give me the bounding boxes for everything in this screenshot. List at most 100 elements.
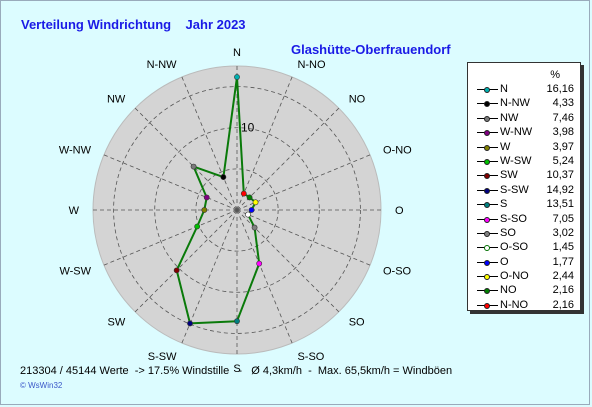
direction-label: N bbox=[233, 47, 241, 59]
grid-spoke bbox=[236, 76, 293, 211]
data-point bbox=[256, 260, 263, 267]
legend-label: O-NO bbox=[500, 270, 529, 283]
direction-label: S bbox=[233, 363, 240, 375]
legend-swatch bbox=[477, 259, 498, 266]
legend-label: S bbox=[500, 198, 508, 211]
legend-label: SO bbox=[500, 226, 516, 239]
software-credit: © WsWin32 bbox=[20, 381, 63, 390]
legend-label: N bbox=[500, 83, 508, 95]
grid-ring bbox=[195, 168, 279, 252]
direction-label: NW bbox=[107, 93, 126, 105]
grid-spoke bbox=[236, 209, 371, 266]
legend-swatch bbox=[477, 130, 498, 137]
data-point bbox=[187, 320, 193, 327]
station-name: Glashütte-Oberfrauendorf bbox=[291, 42, 451, 57]
legend-swatch bbox=[477, 302, 498, 309]
legend-item: N-NO 2,16 bbox=[468, 299, 580, 313]
legend-rows: N 16,16 N-NW 4,33 NW 7,46 W-NW 3,98 W 3,97 W-SW 5,2… bbox=[468, 83, 580, 313]
legend-value: 16,16 bbox=[546, 83, 574, 95]
radial-tick-label: 10 bbox=[241, 121, 255, 135]
direction-label: S-SO bbox=[297, 351, 324, 363]
legend-swatch bbox=[477, 187, 498, 194]
legend-item: NO 2,16 bbox=[468, 284, 580, 298]
legend-value: 5,24 bbox=[552, 154, 574, 167]
legend-label: N-NW bbox=[500, 97, 530, 110]
legend: % N 16,16 N-NW 4,33 NW 7,46 W-NW 3,98 W 3,97 W-SW 5… bbox=[467, 62, 581, 311]
legend-value: 3,98 bbox=[552, 126, 574, 139]
direction-label: SW bbox=[108, 317, 126, 329]
direction-label: O bbox=[395, 205, 404, 217]
data-point bbox=[234, 74, 240, 80]
legend-swatch bbox=[477, 173, 498, 180]
data-point bbox=[220, 174, 227, 180]
chart-title: Verteilung Windrichtung Jahr 2023 bbox=[21, 17, 246, 32]
data-point bbox=[252, 199, 259, 206]
legend-value: 3,02 bbox=[552, 226, 574, 239]
legend-item: W 3,97 bbox=[468, 141, 580, 155]
legend-item: O-NO 2,44 bbox=[468, 270, 580, 284]
legend-item: S 13,51 bbox=[468, 198, 580, 212]
grid-spoke bbox=[134, 107, 238, 211]
direction-label: O-SO bbox=[383, 265, 412, 277]
grid-spoke bbox=[236, 107, 340, 211]
data-point bbox=[194, 223, 201, 230]
legend-item: N 16,16 bbox=[468, 83, 580, 97]
direction-label: O-NO bbox=[383, 145, 412, 157]
data-point bbox=[248, 207, 255, 213]
legend-value: 7,46 bbox=[552, 111, 574, 124]
data-point bbox=[240, 190, 247, 197]
legend-label: NW bbox=[500, 111, 519, 124]
legend-swatch bbox=[477, 245, 498, 252]
data-point bbox=[203, 194, 210, 201]
legend-value: 1,45 bbox=[552, 241, 574, 254]
data-point bbox=[246, 194, 253, 201]
grid-ring bbox=[154, 127, 320, 293]
legend-value: 4,33 bbox=[552, 97, 574, 110]
legend-label: S-SW bbox=[500, 183, 529, 196]
legend-swatch bbox=[477, 115, 498, 122]
direction-label: N-NO bbox=[297, 59, 326, 71]
legend-swatch bbox=[477, 216, 498, 223]
data-point bbox=[190, 163, 197, 170]
legend-item: W-NW 3,98 bbox=[468, 126, 580, 140]
legend-value: 2,44 bbox=[552, 270, 574, 283]
legend-swatch bbox=[477, 158, 498, 165]
data-point bbox=[234, 318, 240, 325]
direction-label: SO bbox=[349, 317, 365, 329]
legend-value: 2,16 bbox=[552, 298, 574, 311]
data-point bbox=[251, 224, 258, 231]
legend-swatch bbox=[477, 230, 498, 237]
direction-label: N-NW bbox=[147, 59, 178, 71]
legend-swatch bbox=[477, 288, 498, 295]
grid-spoke bbox=[236, 209, 293, 344]
legend-value: 7,05 bbox=[552, 212, 574, 225]
legend-value: 1,77 bbox=[552, 255, 574, 268]
legend-label: SW bbox=[500, 169, 518, 182]
legend-label: O-SO bbox=[500, 241, 529, 254]
legend-label: NO bbox=[500, 284, 517, 297]
legend-swatch bbox=[477, 101, 498, 108]
legend-value: 14,92 bbox=[546, 183, 574, 196]
legend-label: O bbox=[500, 255, 509, 268]
legend-item: SO 3,02 bbox=[468, 227, 580, 241]
data-point bbox=[173, 267, 180, 274]
legend-item: W-SW 5,24 bbox=[468, 155, 580, 169]
footer-stats: 213304 / 45144 Werte -> 17.5% Windstille… bbox=[20, 365, 453, 377]
legend-item: NW 7,46 bbox=[468, 112, 580, 126]
legend-label: W bbox=[500, 140, 511, 153]
legend-value: 2,16 bbox=[552, 284, 574, 297]
grid-spoke bbox=[103, 154, 238, 211]
legend-value: 3,97 bbox=[552, 140, 574, 153]
direction-label: NO bbox=[349, 93, 366, 105]
direction-label: W-NW bbox=[59, 145, 92, 157]
legend-item: N-NW 4,33 bbox=[468, 97, 580, 111]
legend-label: N-NO bbox=[500, 298, 529, 311]
data-point bbox=[201, 207, 208, 213]
legend-swatch bbox=[477, 87, 498, 93]
legend-item: O-SO 1,45 bbox=[468, 241, 580, 255]
grid-spoke bbox=[134, 209, 238, 313]
grid-spoke bbox=[236, 154, 371, 211]
legend-swatch bbox=[477, 202, 498, 209]
